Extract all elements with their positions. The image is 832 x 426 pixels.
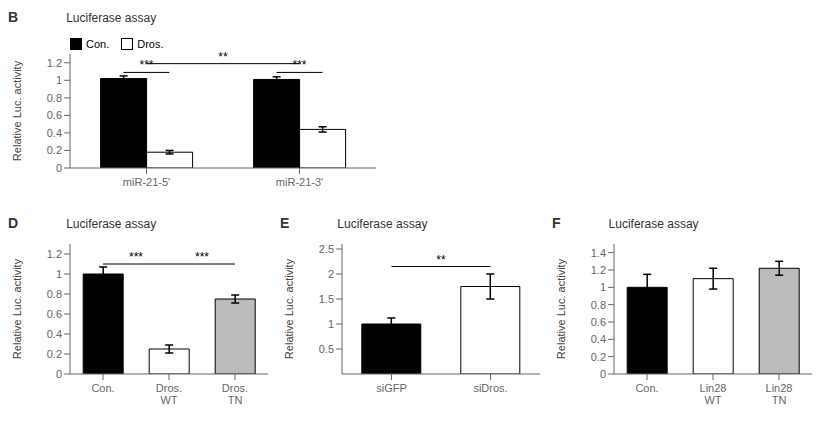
svg-text:1: 1	[600, 281, 606, 293]
svg-text:***: ***	[139, 58, 153, 72]
html-text:Dros.: Dros.	[137, 38, 164, 50]
svg-text:miR-21-3': miR-21-3'	[276, 176, 323, 188]
svg-text:0.4: 0.4	[47, 328, 62, 340]
svg-text:Relative Luc. activity: Relative Luc. activity	[283, 258, 295, 359]
html-text:Con.: Con.	[86, 38, 110, 50]
html-text:D: D	[8, 215, 19, 231]
svg-text:Relative Luc. activity: Relative Luc. activity	[11, 258, 23, 359]
svg-text:miR-21-5': miR-21-5'	[123, 176, 170, 188]
svg-text:0.2: 0.2	[47, 144, 62, 156]
html-text:Luciferase assay: Luciferase assay	[608, 217, 699, 231]
svg-text:1.2: 1.2	[591, 264, 606, 276]
svg-text:Con.: Con.	[635, 382, 658, 394]
svg-text:0.8: 0.8	[591, 299, 606, 311]
svg-text:**: **	[218, 50, 228, 64]
svg-text:***: ***	[292, 58, 306, 72]
svg-text:Dros.WT: Dros.WT	[156, 382, 182, 406]
html-text:Luciferase assay: Luciferase assay	[66, 11, 157, 25]
svg-text:1: 1	[56, 268, 62, 280]
svg-text:***: ***	[195, 250, 209, 264]
svg-text:0.4: 0.4	[591, 333, 606, 345]
svg-text:2.5: 2.5	[319, 243, 334, 255]
svg-text:siGFP: siGFP	[376, 382, 407, 394]
svg-text:siDros.: siDros.	[473, 382, 507, 394]
svg-text:Relative Luc. activity: Relative Luc. activity	[11, 60, 23, 161]
svg-text:0.6: 0.6	[591, 316, 606, 328]
svg-text:**: **	[436, 253, 446, 267]
svg-text:0.5: 0.5	[319, 343, 334, 355]
html-text:F: F	[552, 215, 561, 231]
svg-text:0: 0	[600, 368, 606, 380]
svg-text:0.2: 0.2	[47, 348, 62, 360]
svg-text:0.6: 0.6	[47, 308, 62, 320]
svg-text:Lin28TN: Lin28TN	[766, 382, 793, 406]
svg-text:0: 0	[56, 368, 62, 380]
svg-text:Relative Luc. activity: Relative Luc. activity	[555, 258, 567, 359]
svg-text:0: 0	[56, 162, 62, 174]
svg-text:***: ***	[129, 250, 143, 264]
svg-text:Dros.TN: Dros.TN	[222, 382, 248, 406]
svg-text:1.5: 1.5	[319, 293, 334, 305]
html-text:B: B	[8, 9, 19, 25]
svg-text:0.4: 0.4	[47, 127, 62, 139]
svg-text:0.8: 0.8	[47, 92, 62, 104]
svg-text:2: 2	[328, 268, 334, 280]
svg-text:0.2: 0.2	[591, 351, 606, 363]
svg-text:0.6: 0.6	[47, 109, 62, 121]
svg-text:1.2: 1.2	[47, 57, 62, 69]
svg-text:Con.: Con.	[91, 382, 114, 394]
svg-text:1: 1	[328, 318, 334, 330]
svg-text:1.2: 1.2	[47, 248, 62, 260]
html-text:E: E	[280, 215, 290, 231]
svg-text:1: 1	[56, 74, 62, 86]
svg-text:1.4: 1.4	[591, 247, 606, 259]
svg-text:0.8: 0.8	[47, 288, 62, 300]
svg-text:Lin28WT: Lin28WT	[700, 382, 727, 406]
html-text:Luciferase assay: Luciferase assay	[66, 217, 157, 231]
html-text:Luciferase assay: Luciferase assay	[337, 217, 428, 231]
